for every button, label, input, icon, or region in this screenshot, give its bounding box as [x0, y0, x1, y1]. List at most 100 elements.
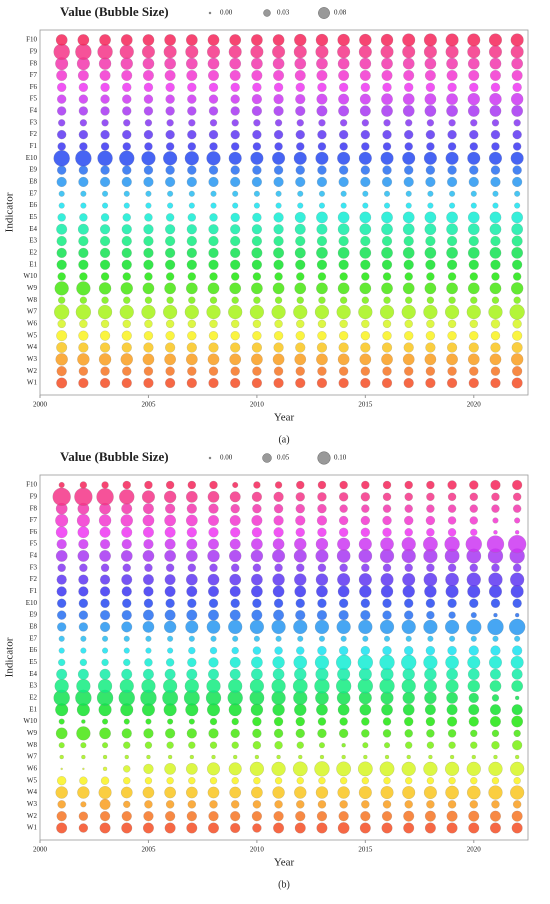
bubble — [250, 668, 263, 681]
bubble — [99, 727, 111, 740]
bubble — [358, 304, 373, 320]
bubble — [361, 142, 370, 151]
bubble — [467, 353, 480, 366]
y-tick-label: W7 — [27, 753, 38, 761]
bubble — [230, 272, 240, 281]
bubble — [468, 259, 479, 270]
y-tick-label: F7 — [30, 516, 38, 524]
bubble — [316, 105, 328, 117]
bubble — [142, 822, 154, 834]
bubble — [296, 646, 305, 655]
bubble — [402, 93, 415, 106]
bubble — [99, 176, 111, 188]
bubble — [272, 282, 285, 295]
bubble — [185, 786, 198, 799]
bubble — [101, 190, 109, 197]
bubble — [401, 304, 416, 320]
bubble — [382, 129, 392, 140]
bubble — [402, 45, 416, 59]
bubble — [230, 503, 240, 514]
bubble — [230, 235, 241, 247]
bubble — [424, 585, 437, 598]
bubble — [512, 259, 523, 270]
bubble — [357, 654, 374, 671]
bubble — [493, 612, 498, 618]
bubble — [186, 69, 198, 82]
bubble — [383, 119, 391, 127]
bubble — [470, 776, 478, 785]
bubble — [78, 129, 89, 140]
bubble — [512, 492, 522, 502]
bubble — [164, 538, 176, 550]
bubble — [208, 811, 219, 822]
bubble — [120, 514, 134, 527]
bubble — [100, 776, 110, 785]
bubble — [209, 480, 218, 490]
bubble — [184, 678, 200, 694]
bubble — [120, 34, 133, 46]
bubble — [446, 93, 458, 106]
bubble — [337, 211, 350, 224]
bubble — [382, 645, 392, 656]
bubble — [186, 728, 197, 739]
bubble — [381, 211, 393, 224]
bubble — [56, 811, 67, 822]
bubble — [166, 741, 174, 749]
bubble — [55, 550, 68, 562]
bubble — [252, 319, 262, 329]
bubble — [425, 598, 436, 608]
bubble — [426, 563, 435, 573]
bubble — [164, 176, 176, 188]
bubble — [511, 715, 524, 728]
bubble — [78, 82, 89, 93]
bubble — [468, 377, 479, 389]
bubble — [426, 504, 435, 513]
bubble — [142, 69, 154, 82]
bubble — [403, 330, 414, 341]
bubble — [423, 619, 438, 635]
bubble — [119, 678, 134, 694]
bubble — [359, 353, 372, 366]
bubble — [74, 487, 93, 507]
bubble — [319, 754, 325, 760]
bubble — [123, 190, 130, 197]
bubble — [404, 272, 413, 281]
bubble — [490, 319, 501, 329]
bubble — [338, 93, 350, 105]
bubble — [317, 527, 327, 538]
bubble — [425, 129, 436, 140]
y-tick-label: E9 — [29, 166, 37, 174]
plot-frame — [39, 474, 529, 841]
bubble — [357, 678, 374, 694]
bubble — [230, 224, 241, 235]
bubble — [79, 296, 88, 304]
bubble — [489, 105, 502, 117]
bubble — [99, 621, 111, 633]
bubble — [511, 69, 523, 82]
bubble — [55, 34, 68, 46]
bubble — [253, 481, 261, 489]
bubble — [250, 656, 263, 669]
bubble — [469, 165, 479, 175]
bubble — [77, 526, 90, 539]
bubble — [253, 635, 260, 642]
bubble — [141, 678, 156, 694]
bubble — [230, 728, 240, 739]
bubble — [99, 247, 111, 259]
bubble — [253, 296, 261, 304]
bubble — [381, 176, 393, 188]
bubble — [428, 754, 433, 760]
bubble — [381, 259, 393, 270]
bubble — [510, 45, 524, 59]
bubble — [165, 480, 175, 490]
bubble — [447, 165, 457, 175]
bubble — [338, 165, 349, 175]
y-tick-label: W8 — [27, 741, 38, 749]
bubble — [251, 69, 263, 82]
bubble — [424, 822, 436, 834]
bubble — [56, 377, 68, 389]
bubble — [229, 609, 241, 621]
y-tick-label: E2 — [29, 249, 37, 257]
bubble — [467, 211, 480, 224]
bubble — [318, 776, 326, 785]
